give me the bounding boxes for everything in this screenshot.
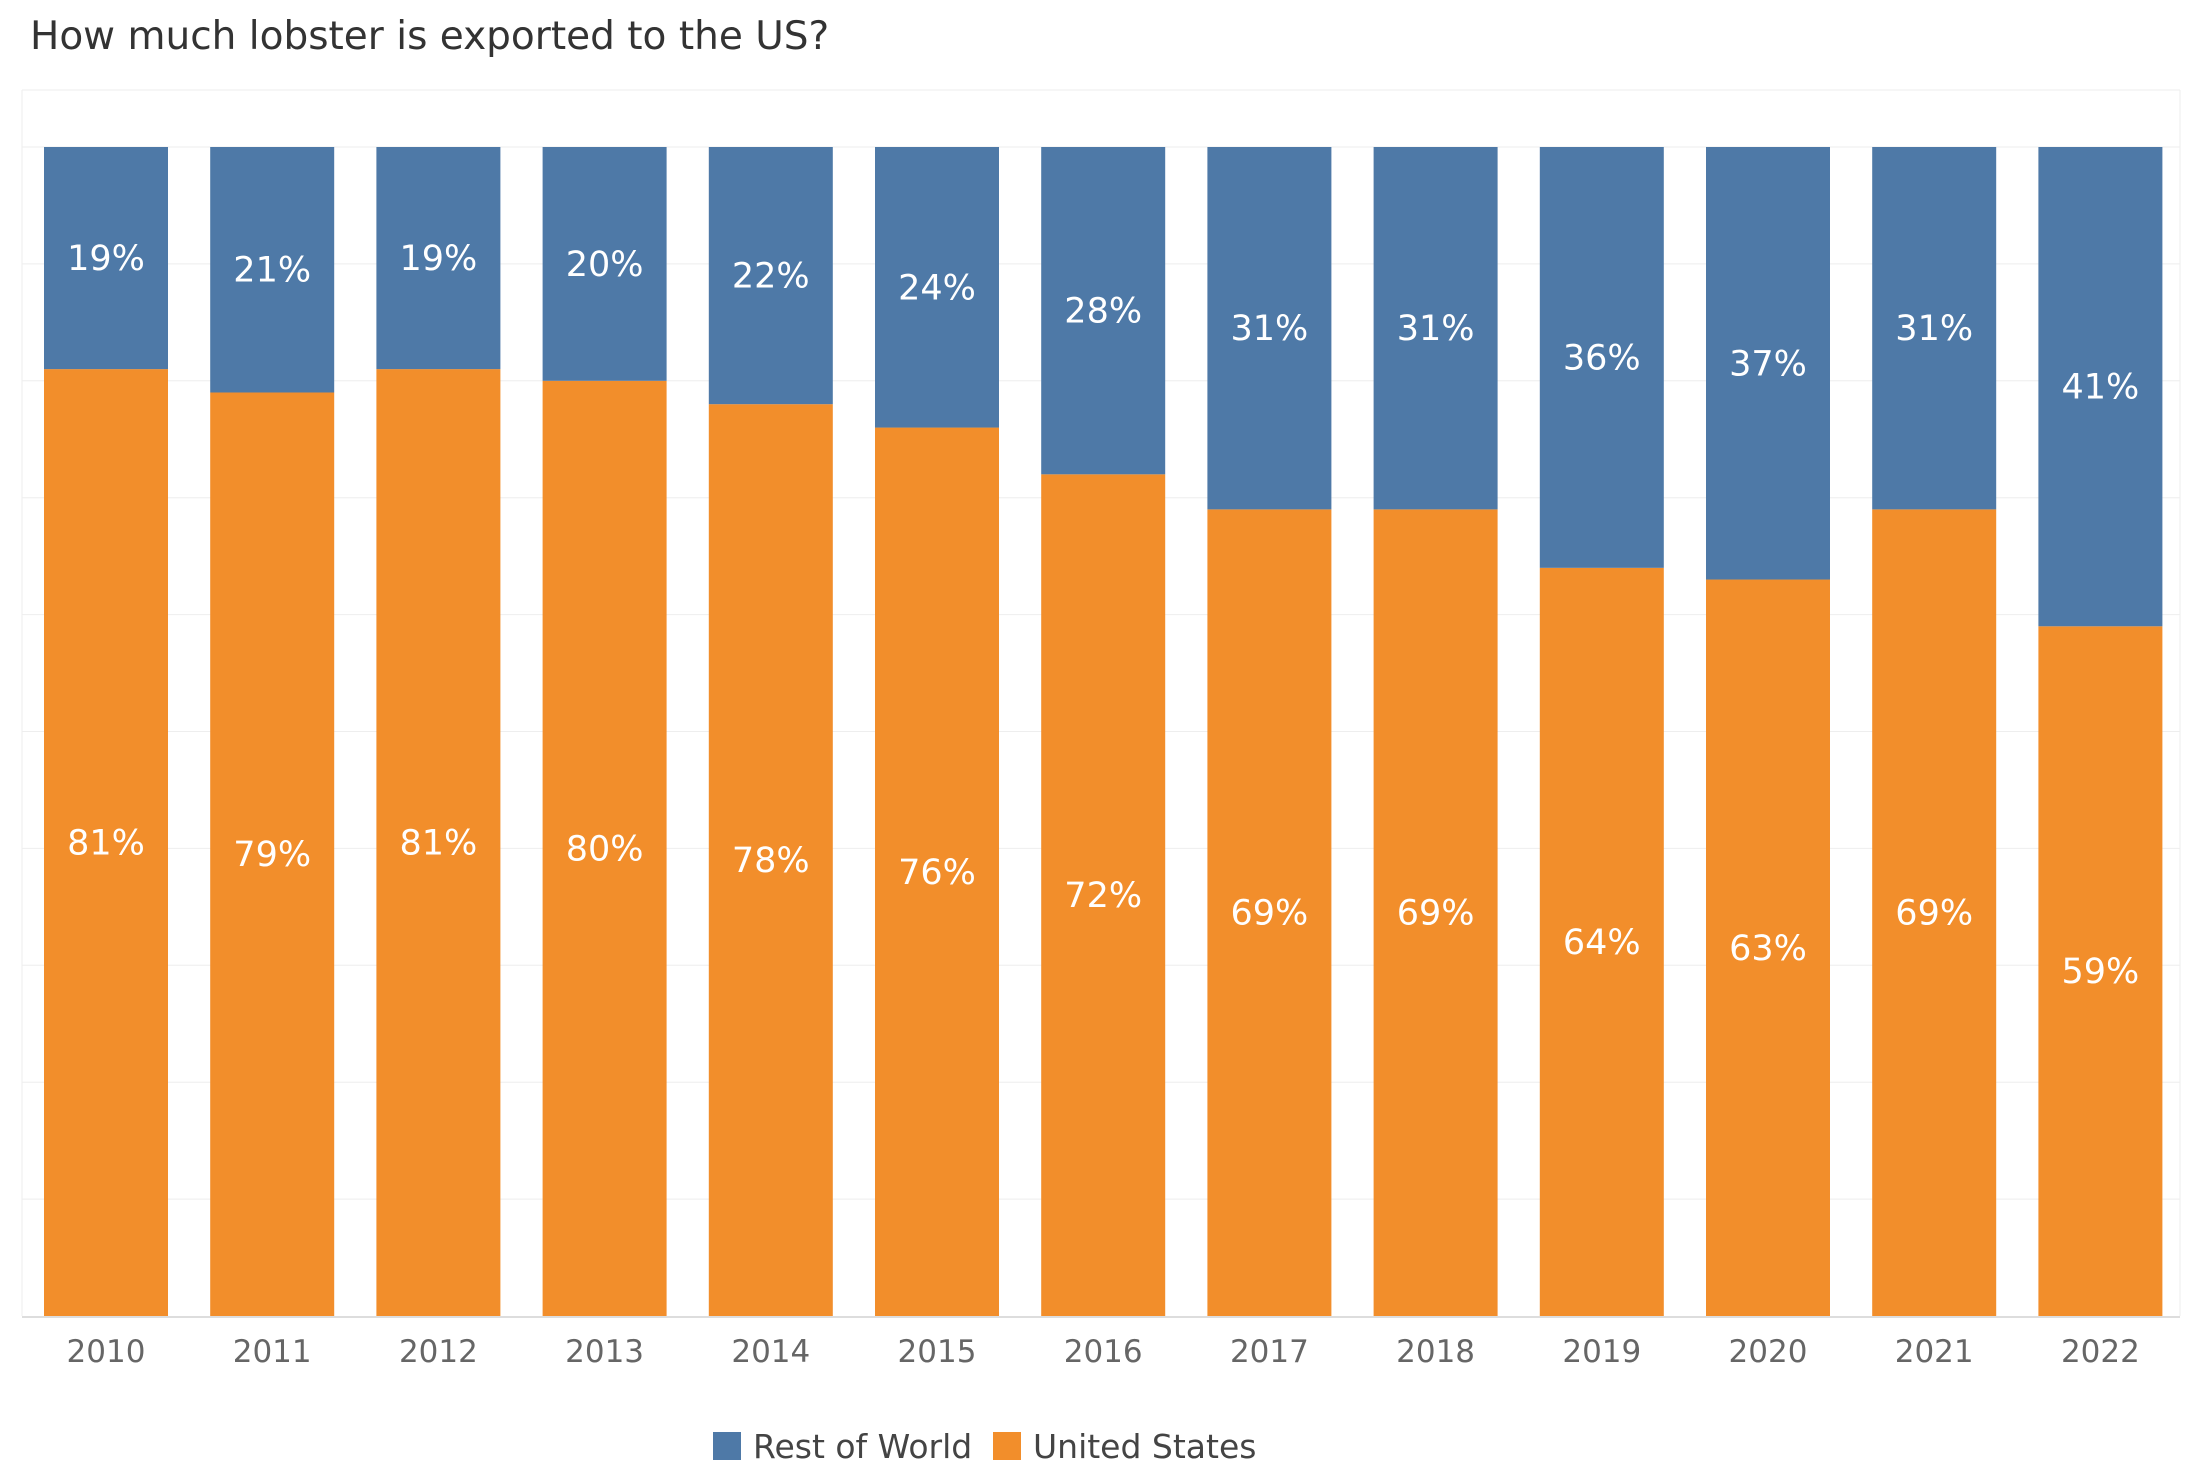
x-tick-label-2018: 2018 bbox=[1396, 1334, 1475, 1370]
data-label-rest-of-world-2020: 37% bbox=[1729, 344, 1807, 384]
bar-rest-of-world-2012 bbox=[376, 147, 501, 370]
bar-united-states-2019 bbox=[1539, 567, 1664, 1316]
bar-united-states-2010 bbox=[44, 369, 168, 1316]
x-tick-label-2017: 2017 bbox=[1230, 1334, 1309, 1370]
data-label-united-states-2012: 81% bbox=[400, 824, 478, 864]
data-label-rest-of-world-2010: 19% bbox=[67, 239, 145, 279]
bar-united-states-2017 bbox=[1207, 509, 1332, 1316]
stacked-bar-chart: 81% 19% 2010 79% 21% 2011 81% 19% 2012 80% 20% 2013… bbox=[21, 89, 2181, 1370]
legend-item-united-states[interactable]: United States bbox=[993, 1424, 1256, 1468]
bar-rest-of-world-2011 bbox=[210, 147, 335, 393]
x-tick-label-2016: 2016 bbox=[1064, 1334, 1143, 1370]
data-label-rest-of-world-2011: 21% bbox=[233, 251, 311, 291]
x-tick-label-2020: 2020 bbox=[1729, 1334, 1808, 1370]
data-label-rest-of-world-2013: 20% bbox=[566, 245, 644, 285]
data-label-united-states-2022: 59% bbox=[2062, 952, 2140, 992]
legend-label-united-states: United States bbox=[1033, 1426, 1257, 1466]
chart-title: How much lobster is exported to the US? bbox=[30, 14, 830, 59]
bar-rest-of-world-2015 bbox=[875, 147, 999, 428]
bar-united-states-2020 bbox=[1706, 579, 1830, 1316]
x-tick-label-2022: 2022 bbox=[2061, 1334, 2140, 1370]
legend-swatch-rest-of-world bbox=[713, 1432, 741, 1460]
bar-united-states-2016 bbox=[1041, 474, 1166, 1316]
data-label-rest-of-world-2021: 31% bbox=[1895, 309, 1973, 349]
data-label-united-states-2018: 69% bbox=[1397, 894, 1475, 934]
bar-united-states-2018 bbox=[1373, 509, 1498, 1316]
x-tick-label-2014: 2014 bbox=[731, 1334, 810, 1370]
bar-rest-of-world-2018 bbox=[1373, 147, 1498, 510]
data-label-rest-of-world-2017: 31% bbox=[1231, 309, 1309, 349]
data-label-rest-of-world-2022: 41% bbox=[2062, 368, 2140, 408]
legend: Rest of World United States bbox=[0, 1424, 2186, 1468]
bar-united-states-2021 bbox=[1872, 509, 1997, 1316]
data-label-united-states-2021: 69% bbox=[1895, 894, 1973, 934]
bar-rest-of-world-2013 bbox=[542, 147, 667, 381]
data-label-united-states-2010: 81% bbox=[67, 824, 145, 864]
x-tick-label-2010: 2010 bbox=[67, 1334, 146, 1370]
bar-rest-of-world-2020 bbox=[1706, 147, 1830, 580]
data-label-rest-of-world-2018: 31% bbox=[1397, 309, 1475, 349]
bar-rest-of-world-2021 bbox=[1872, 147, 1997, 510]
bar-rest-of-world-2016 bbox=[1041, 147, 1166, 475]
bar-rest-of-world-2022 bbox=[2038, 147, 2163, 627]
bar-rest-of-world-2017 bbox=[1207, 147, 1332, 510]
data-label-united-states-2017: 69% bbox=[1231, 894, 1309, 934]
bar-united-states-2014 bbox=[708, 404, 833, 1316]
bar-united-states-2012 bbox=[376, 369, 501, 1316]
bar-united-states-2011 bbox=[210, 392, 335, 1316]
data-label-united-states-2019: 64% bbox=[1563, 923, 1641, 963]
x-tick-label-2021: 2021 bbox=[1895, 1334, 1974, 1370]
x-tick-label-2019: 2019 bbox=[1562, 1334, 1641, 1370]
bar-united-states-2022 bbox=[2038, 626, 2163, 1316]
legend-swatch-united-states bbox=[993, 1432, 1021, 1460]
legend-label-rest-of-world: Rest of World bbox=[753, 1426, 973, 1466]
x-tick-label-2012: 2012 bbox=[399, 1334, 478, 1370]
data-label-united-states-2011: 79% bbox=[233, 835, 311, 875]
data-label-rest-of-world-2016: 28% bbox=[1064, 292, 1142, 332]
bar-united-states-2013 bbox=[542, 380, 667, 1316]
data-label-united-states-2020: 63% bbox=[1729, 929, 1807, 969]
x-tick-label-2015: 2015 bbox=[898, 1334, 977, 1370]
legend-item-rest-of-world[interactable]: Rest of World bbox=[713, 1424, 972, 1468]
data-label-rest-of-world-2014: 22% bbox=[732, 257, 810, 297]
data-label-rest-of-world-2015: 24% bbox=[898, 268, 976, 308]
bar-rest-of-world-2019 bbox=[1539, 147, 1664, 568]
data-label-united-states-2015: 76% bbox=[898, 853, 976, 893]
bar-rest-of-world-2014 bbox=[708, 147, 833, 405]
data-label-united-states-2014: 78% bbox=[732, 841, 810, 881]
x-tick-label-2013: 2013 bbox=[565, 1334, 644, 1370]
data-label-united-states-2013: 80% bbox=[566, 829, 644, 869]
bar-rest-of-world-2010 bbox=[44, 147, 168, 370]
data-label-rest-of-world-2019: 36% bbox=[1563, 338, 1641, 378]
bar-united-states-2015 bbox=[875, 427, 999, 1316]
data-label-rest-of-world-2012: 19% bbox=[400, 239, 478, 279]
data-label-united-states-2016: 72% bbox=[1064, 876, 1142, 916]
x-tick-label-2011: 2011 bbox=[233, 1334, 312, 1370]
